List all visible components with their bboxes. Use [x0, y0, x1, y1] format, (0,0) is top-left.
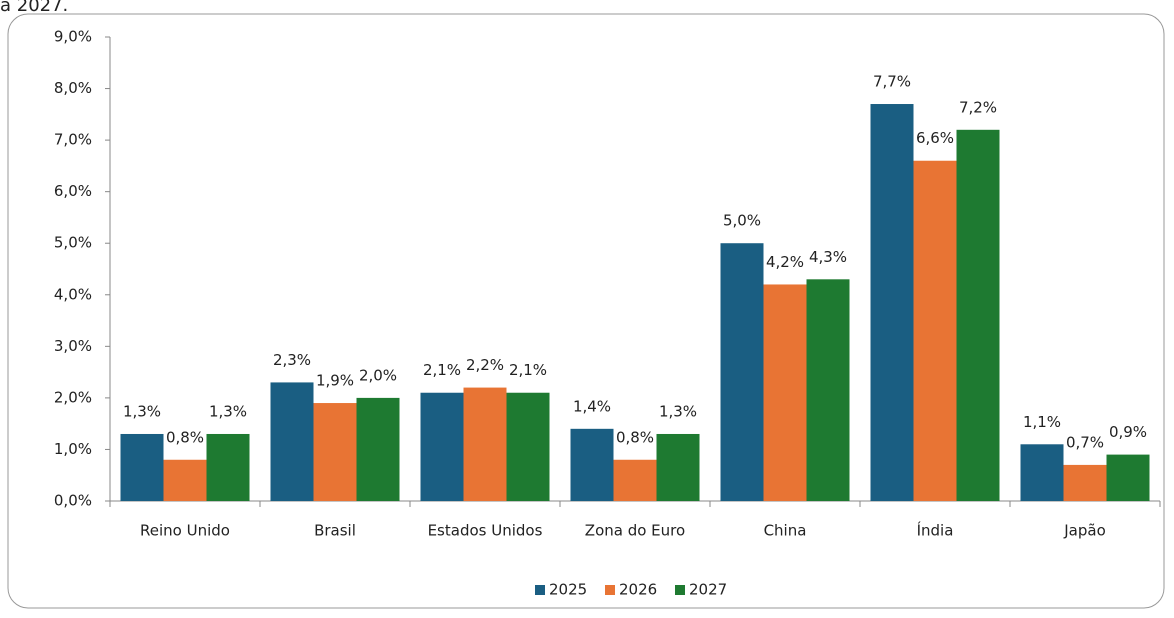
bar [506, 392, 550, 501]
caption: a 2027. [0, 0, 68, 16]
value-label: 2,2% [466, 356, 504, 374]
x-tick-label: Japão [1063, 522, 1106, 540]
bar [420, 392, 464, 501]
value-label: 0,8% [616, 428, 654, 446]
y-tick-label: 2,0% [54, 388, 92, 406]
bar [356, 397, 400, 501]
bar [956, 129, 1000, 502]
value-label: 0,8% [166, 428, 204, 446]
y-tick-label: 0,0% [54, 492, 92, 510]
value-label: 2,3% [273, 351, 311, 369]
x-tick-label: Reino Unido [140, 522, 230, 540]
value-label: 0,9% [1109, 423, 1147, 441]
value-label: 7,7% [873, 73, 911, 91]
value-label: 2,1% [423, 361, 461, 379]
x-tick-label: Índia [917, 521, 954, 540]
value-label: 4,3% [809, 248, 847, 266]
y-tick-label: 5,0% [54, 234, 92, 252]
y-tick-label: 4,0% [54, 285, 92, 303]
value-label: 2,0% [359, 366, 397, 384]
value-label: 0,7% [1066, 433, 1104, 451]
bar [806, 279, 850, 501]
bar [656, 433, 700, 501]
bar [120, 433, 164, 501]
legend-label: 2026 [619, 581, 657, 599]
value-label: 5,0% [723, 212, 761, 230]
bar [463, 387, 507, 501]
bar [613, 459, 657, 501]
y-tick-label: 9,0% [54, 28, 92, 46]
x-tick-label: China [764, 522, 807, 540]
bar [913, 160, 957, 501]
bar [1106, 454, 1150, 501]
bar [270, 382, 314, 501]
value-label: 1,3% [123, 402, 161, 420]
value-label: 1,4% [573, 397, 611, 415]
bar [206, 433, 250, 501]
legend-swatch [605, 585, 615, 595]
y-tick-label: 1,0% [54, 440, 92, 458]
value-label: 1,9% [316, 372, 354, 390]
x-tick-label: Brasil [314, 522, 356, 540]
legend-label: 2025 [549, 581, 587, 599]
bar [163, 459, 207, 501]
bar [1020, 444, 1064, 501]
bar [870, 104, 914, 502]
value-label: 2,1% [509, 361, 547, 379]
y-tick-label: 7,0% [54, 131, 92, 149]
value-label: 1,1% [1023, 413, 1061, 431]
bar [313, 403, 357, 501]
x-tick-label: Zona do Euro [585, 522, 685, 540]
value-label: 6,6% [916, 129, 954, 147]
legend-swatch [535, 585, 545, 595]
legend-label: 2027 [689, 581, 727, 599]
x-tick-label: Estados Unidos [428, 522, 543, 540]
value-label: 1,3% [659, 402, 697, 420]
bar [570, 428, 614, 501]
bar [763, 284, 807, 501]
y-tick-label: 3,0% [54, 337, 92, 355]
legend-swatch [675, 585, 685, 595]
bar [1063, 464, 1107, 501]
bar [720, 243, 764, 501]
y-tick-label: 8,0% [54, 79, 92, 97]
value-label: 7,2% [959, 98, 997, 116]
value-label: 4,2% [766, 253, 804, 271]
y-tick-label: 6,0% [54, 182, 92, 200]
value-label: 1,3% [209, 402, 247, 420]
